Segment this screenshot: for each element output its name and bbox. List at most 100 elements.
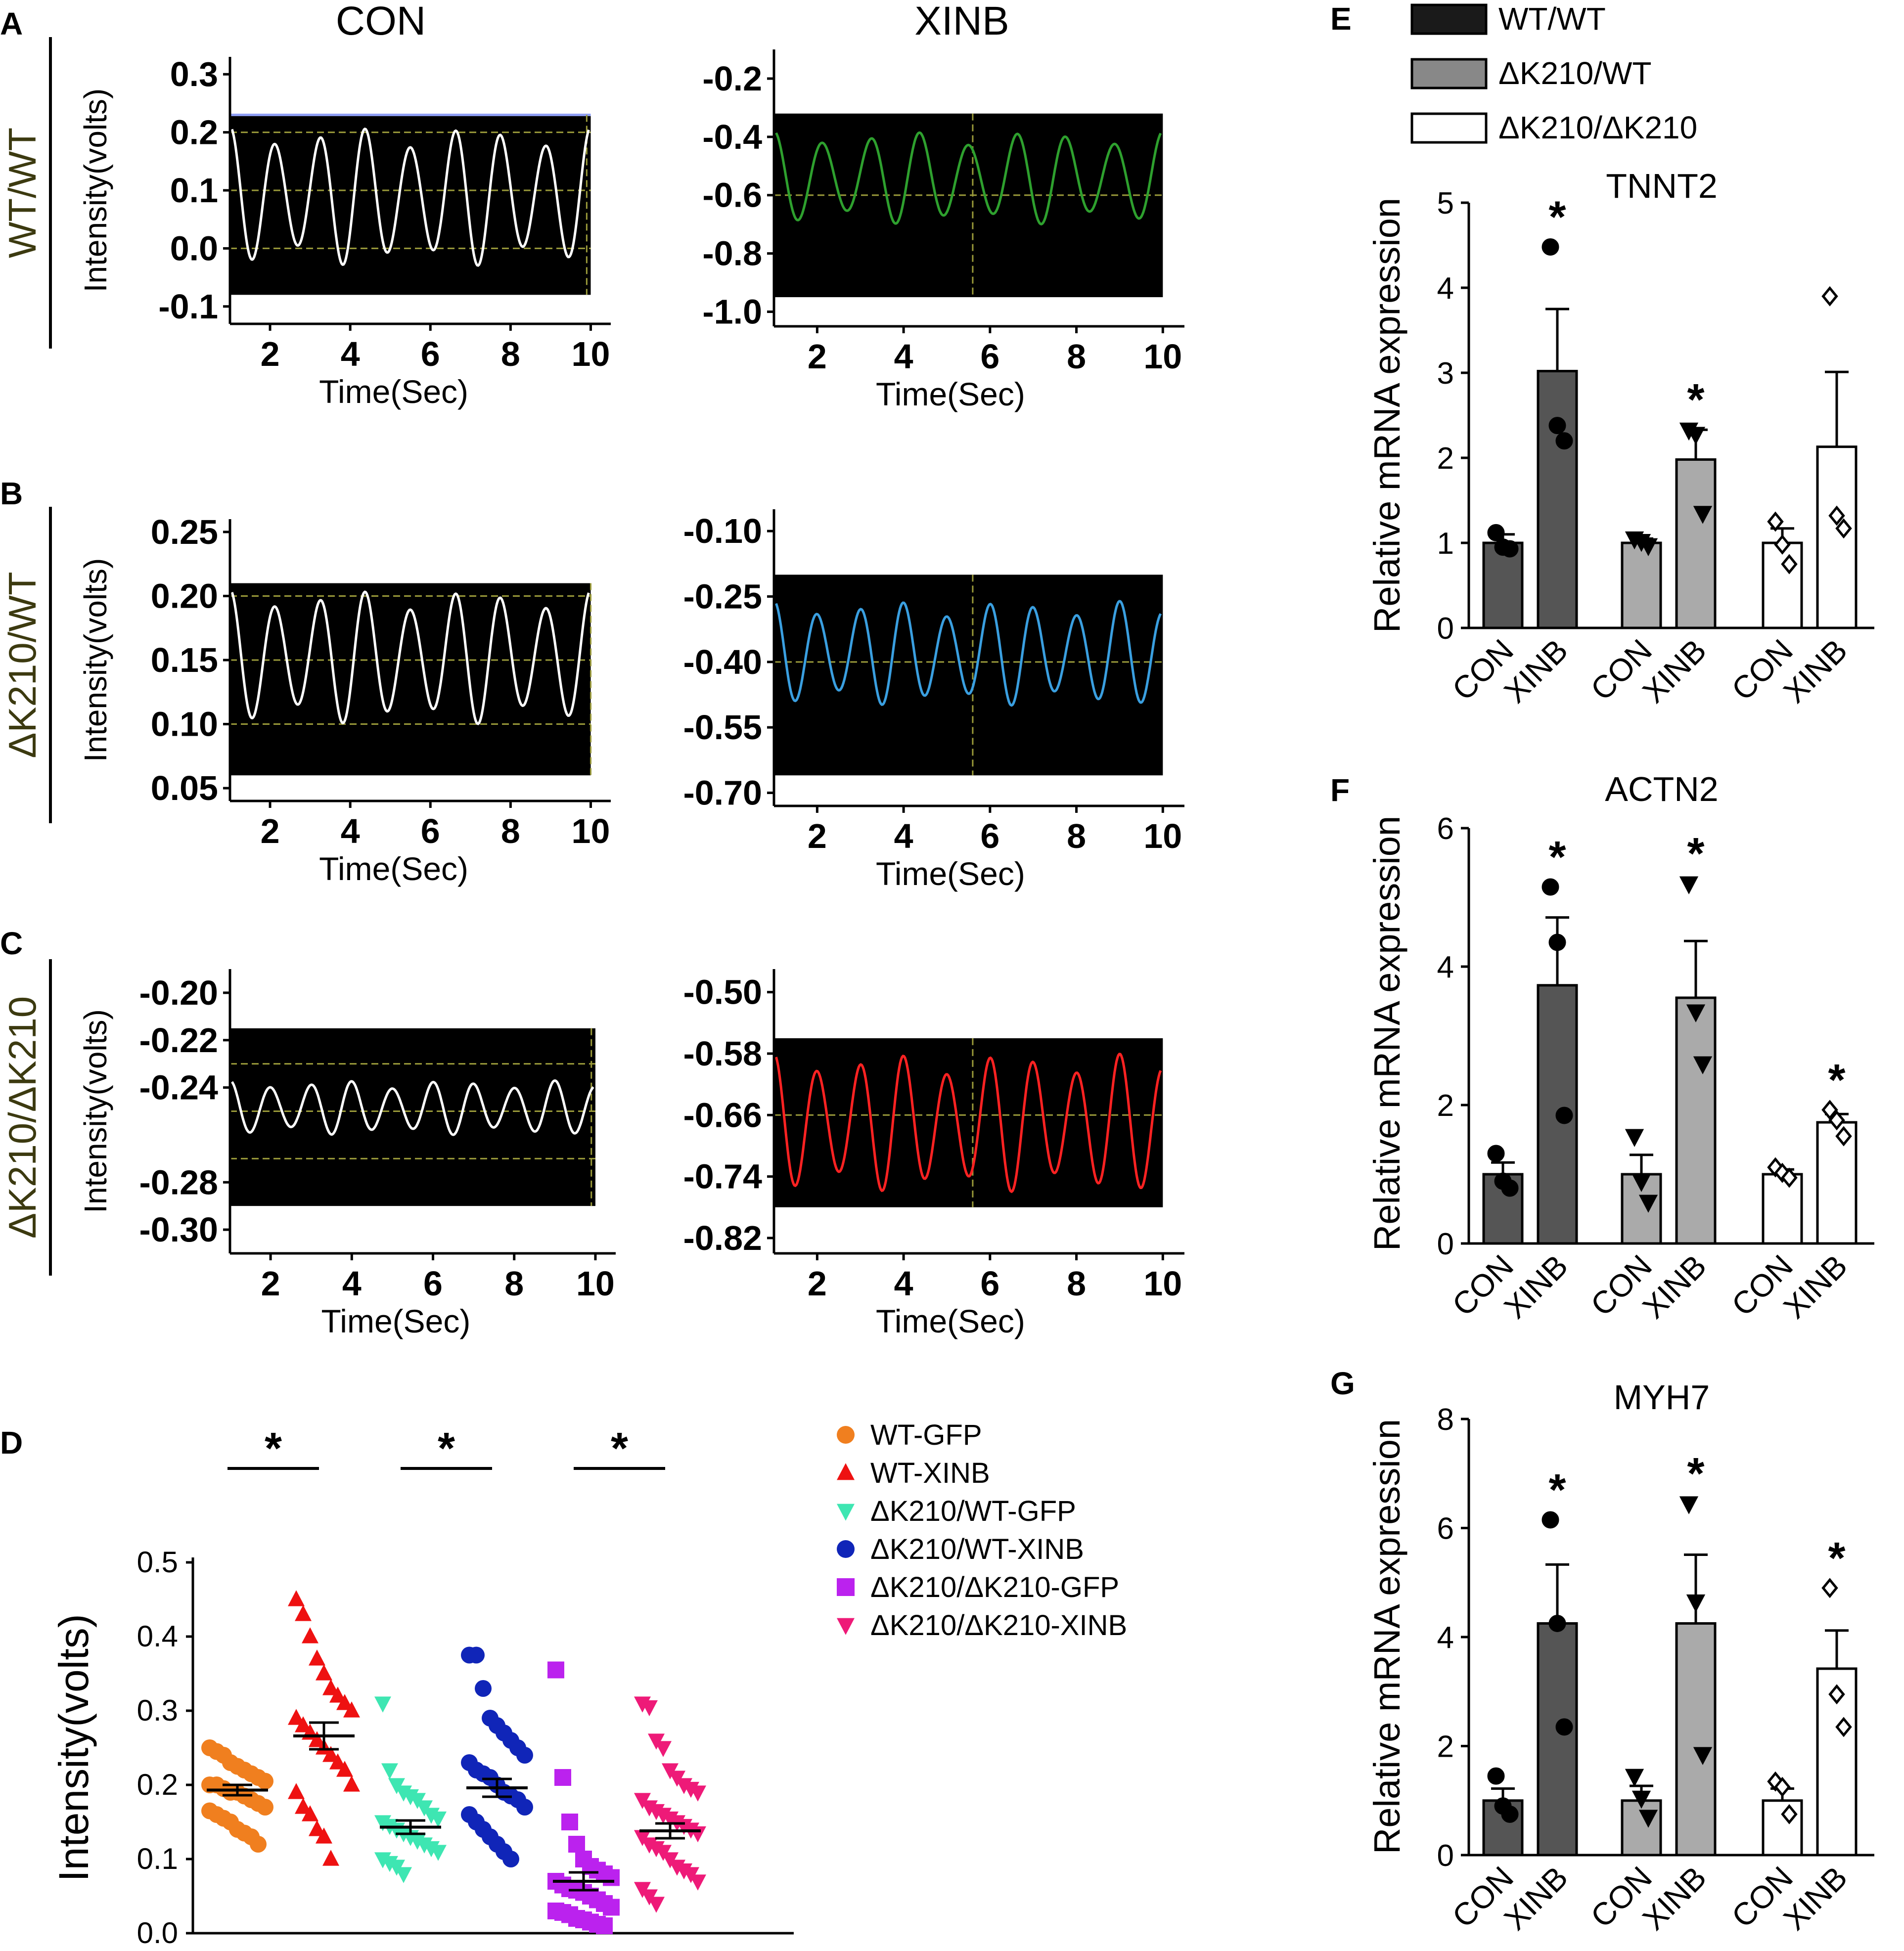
significance-star: * (265, 1424, 282, 1473)
data-point (295, 1605, 312, 1621)
significance-star: * (1687, 829, 1704, 879)
data-point (288, 1783, 305, 1799)
y-tick-label: -0.30 (139, 1210, 218, 1249)
data-point (288, 1709, 305, 1725)
y-tick-label: 0.1 (137, 1842, 178, 1875)
data-point (1625, 1769, 1644, 1787)
data-point (1835, 518, 1852, 539)
trace-line (775, 131, 1162, 225)
data-point (1501, 540, 1519, 558)
bar-chart-title: MYH7 (1614, 1378, 1710, 1417)
trace-panel-c-con: -0.20 -0.22 -0.24 -0.28 -0.30 2 4 6 8 10 Time(Sec)… (78, 969, 616, 1339)
y-tick-label: -0.28 (139, 1163, 218, 1201)
category-label: XINB (1497, 1860, 1575, 1937)
y-tick-label: -0.1 (158, 287, 218, 326)
data-point (554, 1769, 571, 1786)
legend-swatch (837, 1426, 855, 1444)
row-label-dk210-dk210: ΔK210/ΔK210 (0, 996, 44, 1239)
data-point (309, 1649, 325, 1666)
bar (1621, 541, 1662, 629)
x-axis-label: Time(Sec) (876, 376, 1025, 412)
y-tick-label: 6 (1437, 1512, 1454, 1546)
data-point (1638, 538, 1658, 557)
legend-label: ΔK210/ΔK210-XINB (870, 1609, 1127, 1641)
recording-background (230, 1028, 595, 1206)
legend-swatch (837, 1618, 855, 1635)
y-axis-label: Intensity(volts) (78, 1009, 113, 1213)
x-tick-label: 6 (980, 337, 999, 376)
data-point (316, 1664, 332, 1681)
x-tick-label: 4 (341, 335, 360, 373)
x-tick-label: 2 (808, 1264, 827, 1303)
data-point (336, 1761, 353, 1777)
x-tick-label: 10 (572, 812, 610, 850)
data-point (329, 1686, 346, 1703)
y-tick-label: 2 (1437, 442, 1454, 476)
y-axis-label: Relative mRNA expression (1366, 198, 1407, 633)
y-axis-label: Relative mRNA expression (1366, 1419, 1407, 1854)
x-tick-label: 6 (421, 335, 440, 373)
y-tick-label: 8 (1437, 1403, 1454, 1437)
data-point (547, 1661, 564, 1679)
legend-swatch (837, 1540, 855, 1558)
y-tick-label: 2 (1437, 1730, 1454, 1764)
x-axis-label: Time(Sec) (321, 1303, 470, 1339)
data-point (302, 1805, 318, 1821)
y-tick-label: 0.3 (170, 55, 218, 93)
data-point (1835, 1126, 1852, 1147)
data-point (1821, 286, 1838, 307)
data-point (641, 1700, 658, 1717)
recording-background (230, 583, 591, 776)
legend-label: ΔK210/WT-XINB (870, 1533, 1084, 1565)
y-tick-label: 4 (1437, 950, 1454, 984)
y-tick-label: 0.5 (137, 1546, 178, 1579)
y-tick-label: -0.22 (139, 1021, 218, 1060)
data-point (1686, 1004, 1706, 1022)
legend-swatch (1410, 58, 1488, 89)
x-tick-label: 6 (423, 1264, 443, 1303)
x-tick-label: 10 (576, 1264, 615, 1303)
panel-letter-g: G (1330, 1366, 1355, 1401)
y-tick-label: -0.50 (683, 973, 762, 1012)
y-tick-label: -0.74 (683, 1157, 762, 1196)
y-axis-label: Intensity(volts) (78, 89, 113, 293)
legend-swatch (837, 1463, 855, 1480)
data-point (1679, 1496, 1699, 1514)
y-tick-label: 0.3 (137, 1694, 178, 1727)
data-point (309, 1731, 325, 1747)
x-axis-label: Time(Sec) (876, 855, 1025, 892)
data-point (302, 1627, 318, 1643)
data-point (1548, 933, 1566, 951)
data-point (689, 1785, 706, 1802)
data-point (1821, 1100, 1838, 1120)
data-point (329, 1753, 346, 1770)
x-tick-label: 4 (894, 1264, 913, 1303)
data-point (1828, 1110, 1845, 1131)
data-point (1686, 427, 1706, 445)
category-label: XINB (1776, 632, 1854, 710)
y-tick-label: -0.10 (683, 512, 762, 550)
y-tick-label: -0.20 (139, 974, 218, 1012)
y-tick-label: -0.66 (683, 1096, 762, 1134)
x-tick-label: 8 (501, 335, 520, 373)
data-point (1632, 1174, 1651, 1192)
x-tick-label: 8 (1067, 817, 1086, 855)
scatter-panel-d: 0.0 0.1 0.2 0.3 0.4 0.5 Intensity(volts) * * * (50, 1424, 794, 1950)
y-tick-label: -0.70 (683, 774, 762, 812)
column-title-con: CON (336, 0, 426, 44)
data-point (1555, 432, 1573, 450)
data-point (1541, 238, 1559, 256)
y-tick-label: -0.8 (702, 234, 762, 273)
data-point (336, 1694, 353, 1710)
x-tick-label: 4 (341, 812, 360, 850)
x-tick-label: 4 (894, 817, 913, 855)
data-point (309, 1820, 325, 1836)
data-point (468, 1646, 485, 1664)
panel-letter-b: B (0, 476, 23, 511)
data-point (250, 1836, 267, 1853)
data-point (1821, 1578, 1838, 1598)
legend-label: WT-GFP (870, 1419, 982, 1451)
data-point (1487, 524, 1505, 541)
